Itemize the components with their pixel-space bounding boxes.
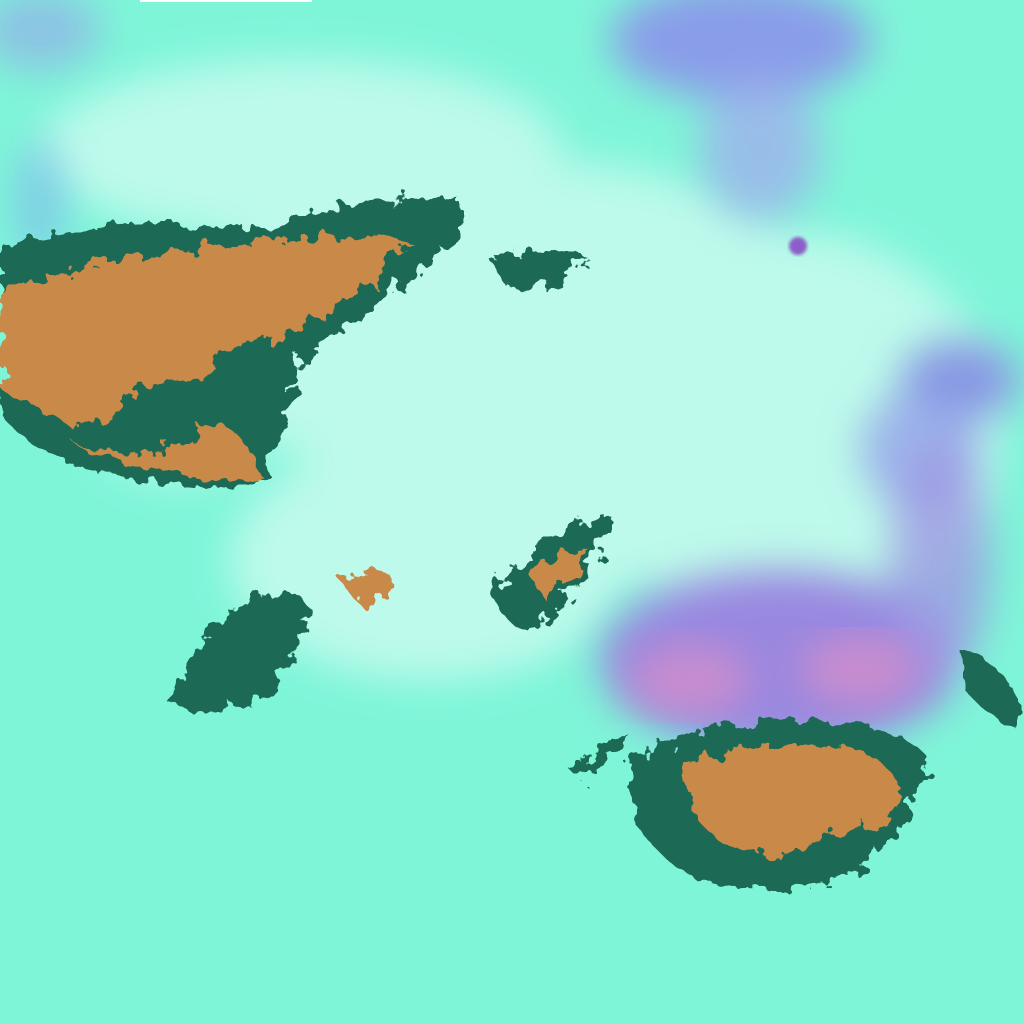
violet-cloud bbox=[0, 0, 1020, 750]
core-southwest bbox=[170, 592, 310, 709]
core-northwest-south bbox=[70, 425, 260, 480]
top-edge-bar bbox=[140, 0, 312, 2]
pink-cloud bbox=[630, 635, 920, 715]
core-southeast-small bbox=[570, 735, 630, 780]
core-center-fill bbox=[530, 549, 590, 600]
core-north-center bbox=[490, 250, 590, 290]
core-southeast bbox=[680, 744, 905, 853]
convective-cells bbox=[0, 198, 1020, 890]
core-east bbox=[960, 650, 1020, 730]
core-small bbox=[340, 572, 395, 605]
violet-spot bbox=[789, 237, 807, 255]
core-northwest bbox=[0, 236, 410, 428]
